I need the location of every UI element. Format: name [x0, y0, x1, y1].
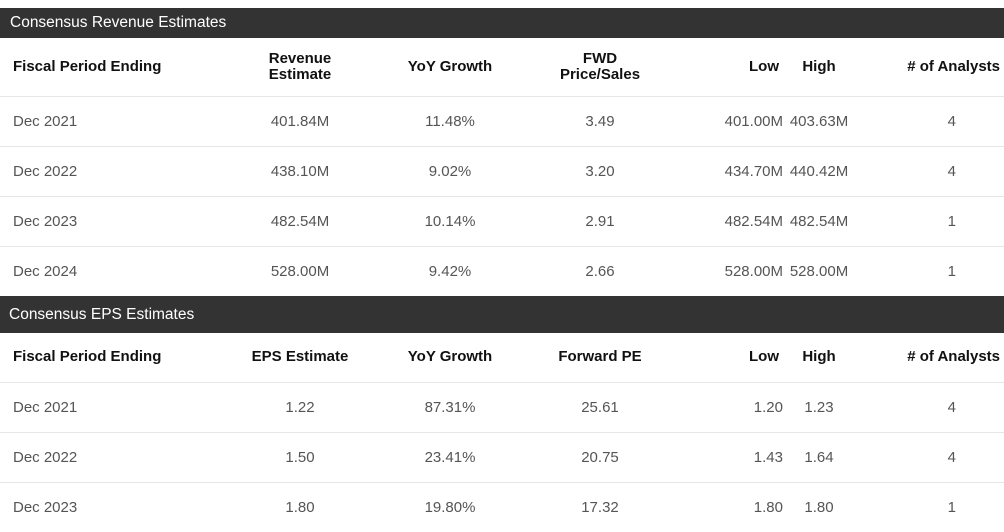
cell-analysts: 1 — [947, 212, 956, 230]
cell-low: 1.20 — [753, 398, 783, 416]
cell-yoy-growth: 9.42% — [428, 262, 472, 280]
col-header-low: Low — [749, 57, 779, 75]
col-header-high: High — [802, 348, 836, 366]
revenue-header-row: Fiscal Period Ending Revenue Estimate Yo… — [0, 38, 1004, 96]
cell-analysts: 1 — [947, 262, 956, 280]
table-row: Dec 2024 528.00M 9.42% 2.66 528.00M 528.… — [0, 246, 1004, 296]
col-header-revenue-estimate-line1: Revenue — [268, 49, 332, 67]
cell-high: 1.80 — [804, 498, 834, 516]
col-header-analysts: # of Analysts — [907, 348, 1000, 366]
cell-estimate: 401.84M — [270, 112, 330, 130]
table-row: Dec 2022 1.50 23.41% 20.75 1.43 1.64 4 — [0, 432, 1004, 482]
revenue-section-title: Consensus Revenue Estimates — [0, 8, 1004, 38]
col-header-eps-estimate: EPS Estimate — [251, 348, 349, 366]
cell-estimate: 528.00M — [270, 262, 330, 280]
cell-fwd: 17.32 — [581, 498, 619, 516]
cell-analysts: 4 — [947, 112, 956, 130]
cell-low: 482.54M — [724, 212, 783, 230]
eps-estimates-table: Fiscal Period Ending EPS Estimate YoY Gr… — [0, 333, 1004, 532]
cell-yoy-growth: 11.48% — [425, 112, 475, 130]
cell-fwd: 25.61 — [581, 398, 619, 416]
cell-estimate: 1.80 — [285, 498, 315, 516]
cell-period: Dec 2024 — [13, 262, 78, 280]
cell-period: Dec 2021 — [13, 398, 78, 416]
col-header-revenue-estimate-line2: Estimate — [268, 65, 332, 83]
cell-estimate: 1.22 — [285, 398, 315, 416]
cell-fwd: 3.20 — [585, 162, 615, 180]
cell-yoy-growth: 9.02% — [428, 162, 472, 180]
col-header-revenue-estimate: Revenue Estimate — [215, 38, 385, 96]
cell-estimate: 482.54M — [270, 212, 330, 230]
cell-period: Dec 2022 — [13, 448, 78, 466]
revenue-estimates-section: Consensus Revenue Estimates Fiscal Perio… — [0, 8, 1004, 296]
cell-high: 1.64 — [804, 448, 834, 466]
eps-header-row: Fiscal Period Ending EPS Estimate YoY Gr… — [0, 333, 1004, 382]
col-header-high: High — [802, 57, 836, 75]
table-row: Dec 2021 401.84M 11.48% 3.49 401.00M 403… — [0, 96, 1004, 146]
cell-high: 1.23 — [804, 398, 834, 416]
col-header-fwd-line2: Price/Sales — [559, 65, 641, 83]
cell-fwd: 2.91 — [585, 212, 615, 230]
cell-yoy-growth: 19.80% — [424, 498, 476, 516]
cell-high: 440.42M — [789, 162, 849, 180]
eps-section-title: Consensus EPS Estimates — [0, 296, 1004, 333]
cell-estimate: 438.10M — [270, 162, 330, 180]
col-header-period: Fiscal Period Ending — [13, 57, 162, 75]
table-row: Dec 2023 1.80 19.80% 17.32 1.80 1.80 1 — [0, 482, 1004, 532]
col-header-fwd-line1: FWD — [582, 49, 618, 67]
col-header-yoy-growth: YoY Growth — [407, 57, 493, 75]
cell-yoy-growth: 87.31% — [424, 398, 476, 416]
cell-period: Dec 2021 — [13, 112, 78, 130]
cell-high: 482.54M — [789, 212, 849, 230]
cell-yoy-growth: 23.41% — [424, 448, 476, 466]
col-header-forward-pe: Forward PE — [558, 348, 642, 366]
col-header-yoy-growth: YoY Growth — [407, 348, 493, 366]
cell-low: 401.00M — [724, 112, 783, 130]
cell-low: 1.43 — [753, 448, 783, 466]
cell-fwd: 3.49 — [585, 112, 615, 130]
cell-high: 403.63M — [789, 112, 849, 130]
eps-estimates-section: Consensus EPS Estimates Fiscal Period En… — [0, 296, 1004, 532]
revenue-estimates-table: Fiscal Period Ending Revenue Estimate Yo… — [0, 38, 1004, 296]
cell-high: 528.00M — [789, 262, 849, 280]
cell-analysts: 4 — [947, 448, 956, 466]
cell-period: Dec 2022 — [13, 162, 78, 180]
cell-low: 434.70M — [724, 162, 783, 180]
cell-yoy-growth: 10.14% — [424, 212, 476, 230]
cell-analysts: 1 — [947, 498, 956, 516]
table-row: Dec 2023 482.54M 10.14% 2.91 482.54M 482… — [0, 196, 1004, 246]
cell-period: Dec 2023 — [13, 212, 78, 230]
cell-period: Dec 2023 — [13, 498, 78, 516]
col-header-low: Low — [749, 348, 779, 366]
cell-analysts: 4 — [947, 398, 956, 416]
cell-analysts: 4 — [947, 162, 956, 180]
cell-fwd: 2.66 — [585, 262, 615, 280]
cell-fwd: 20.75 — [581, 448, 619, 466]
cell-low: 1.80 — [753, 498, 783, 516]
table-row: Dec 2022 438.10M 9.02% 3.20 434.70M 440.… — [0, 146, 1004, 196]
col-header-period: Fiscal Period Ending — [13, 348, 162, 366]
col-header-analysts: # of Analysts — [907, 57, 1000, 75]
table-row: Dec 2021 1.22 87.31% 25.61 1.20 1.23 4 — [0, 382, 1004, 432]
cell-low: 528.00M — [724, 262, 783, 280]
col-header-fwd-price-sales: FWD Price/Sales — [515, 38, 685, 96]
cell-estimate: 1.50 — [285, 448, 315, 466]
